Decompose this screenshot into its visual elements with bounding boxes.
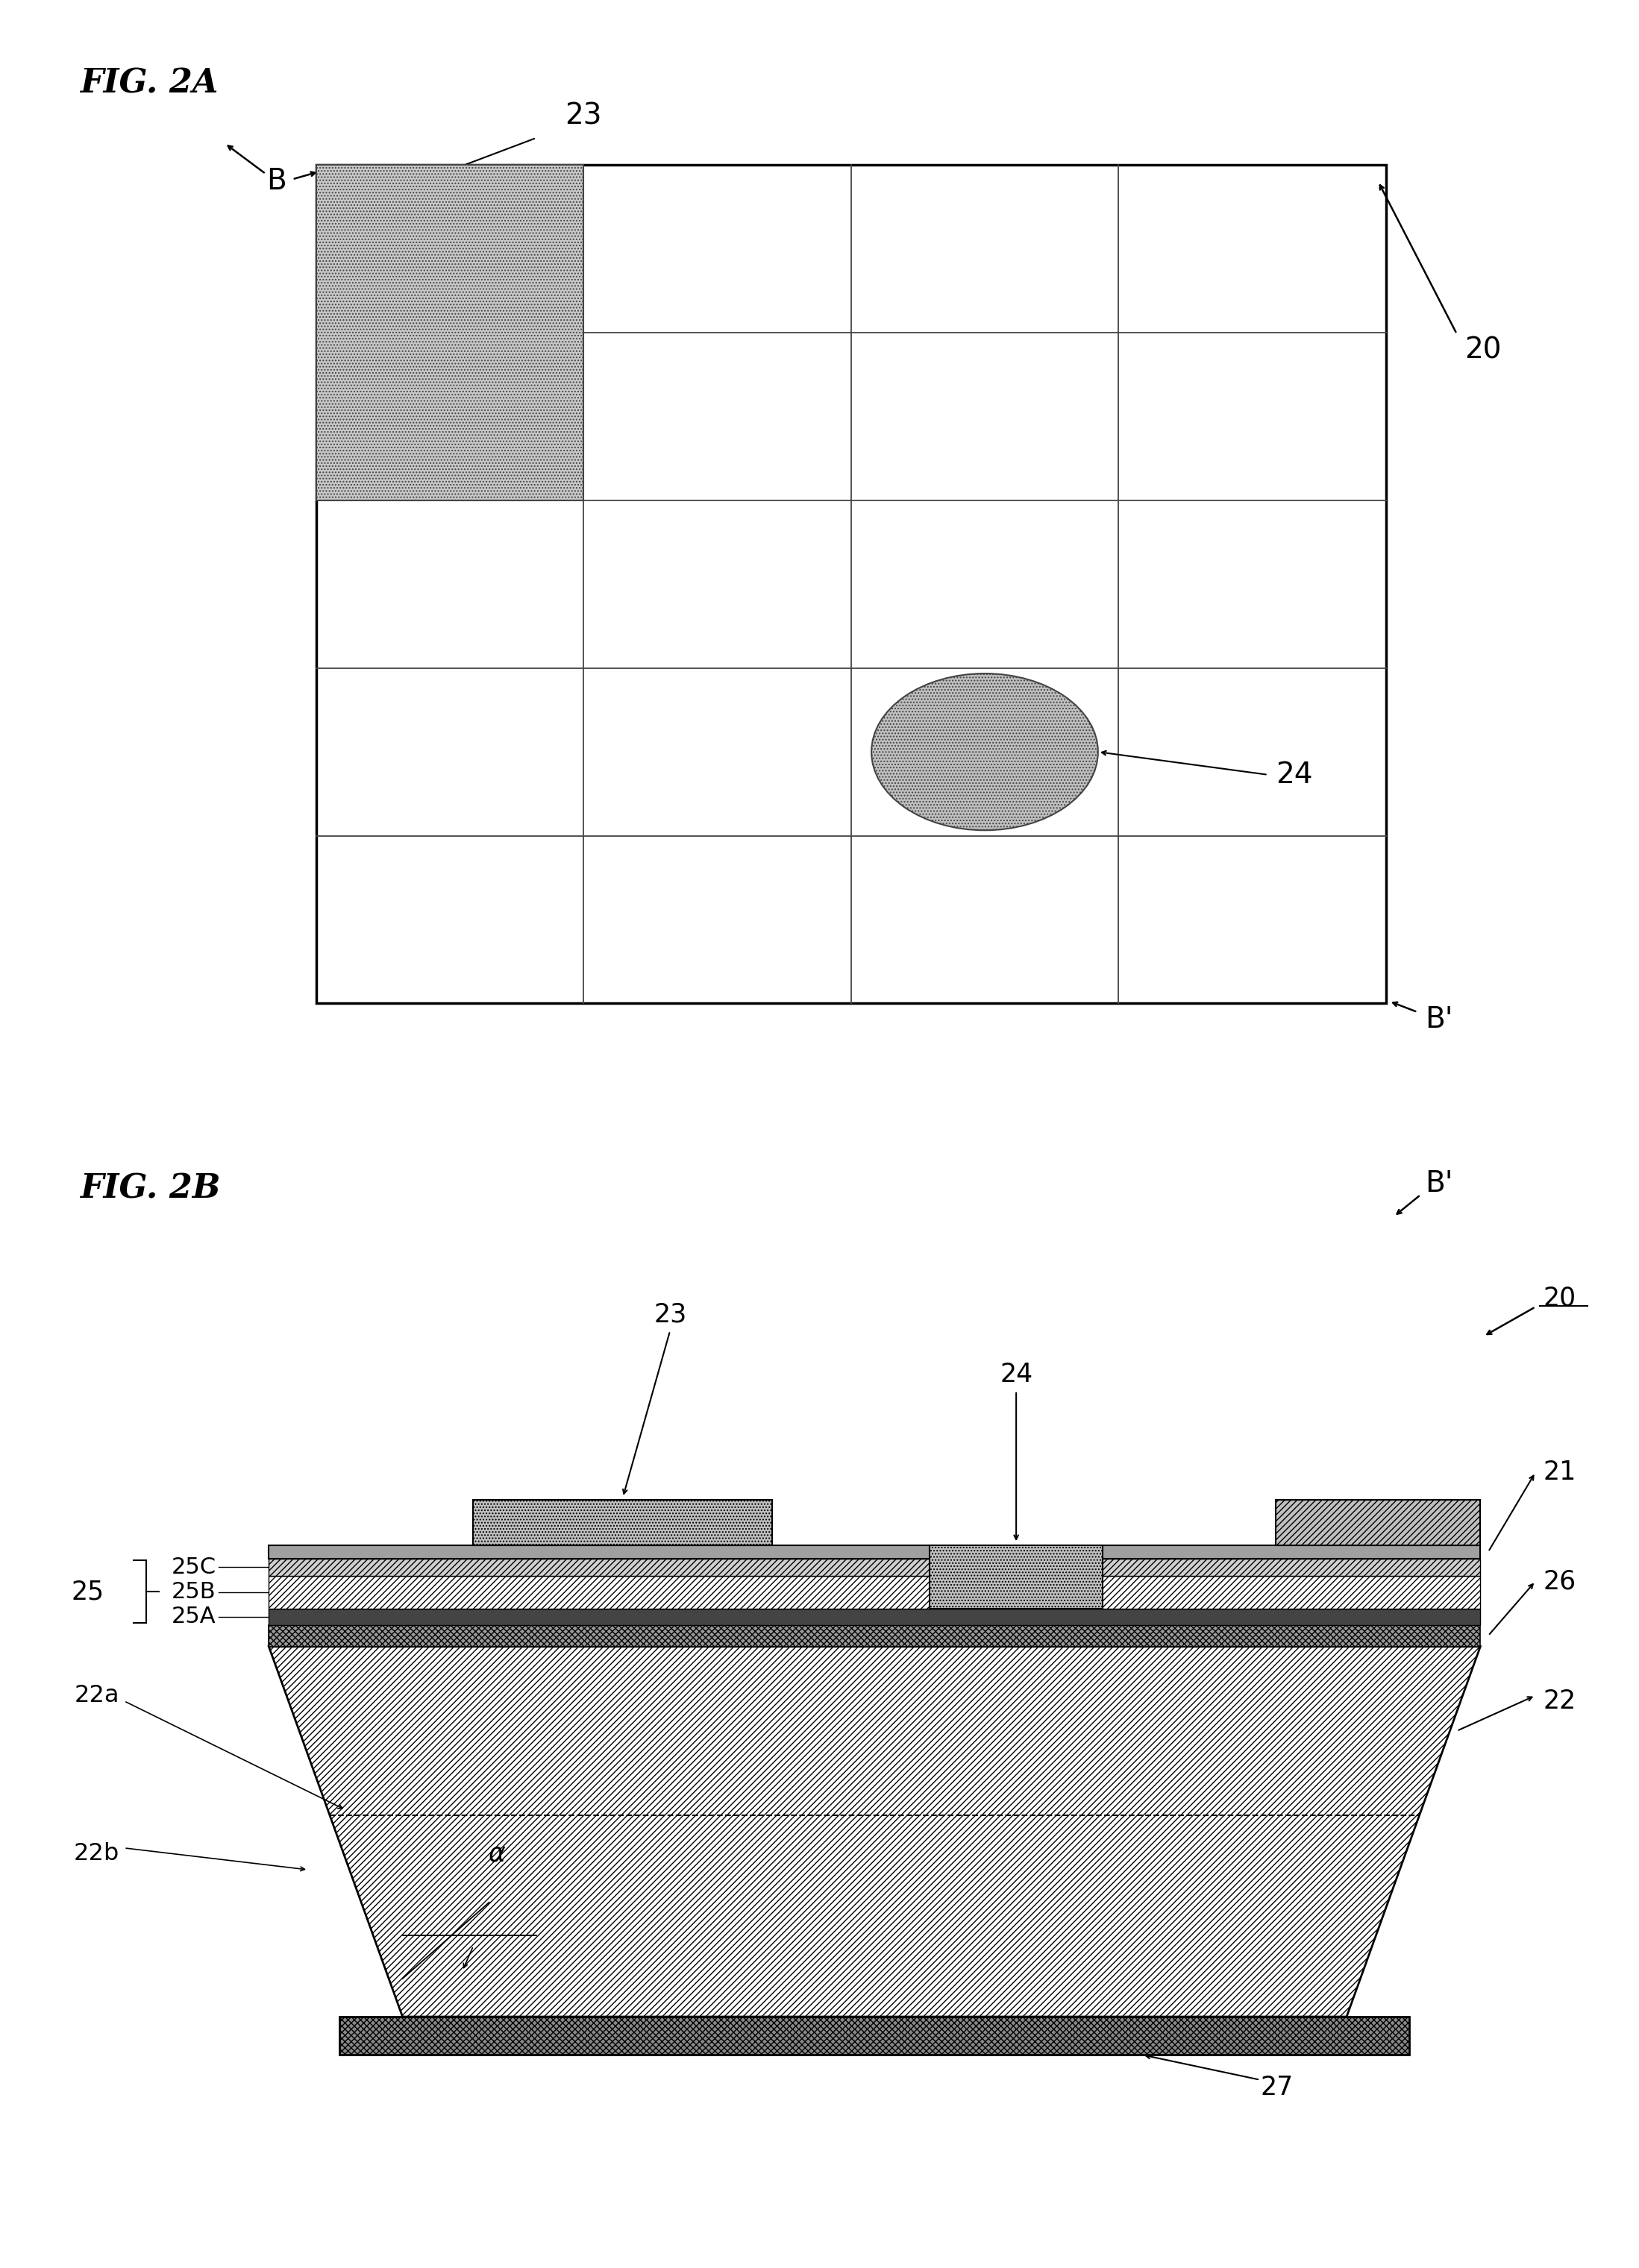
Text: 25B: 25B	[170, 1581, 216, 1603]
Text: B': B'	[1426, 1005, 1454, 1034]
Bar	[316, 166, 1387, 1002]
Text: FIG. 2B: FIG. 2B	[80, 1173, 221, 1204]
Polygon shape	[269, 1647, 1480, 2016]
Text: 25: 25	[72, 1579, 105, 1603]
Text: 25C: 25C	[170, 1556, 216, 1579]
Text: 20: 20	[1544, 1286, 1577, 1311]
Text: 22: 22	[1544, 1687, 1577, 1715]
Circle shape	[872, 674, 1098, 830]
Bar	[474, 1499, 772, 1545]
Text: α: α	[488, 1842, 505, 1867]
Text: 22b: 22b	[74, 1842, 120, 1864]
Text: 26: 26	[1544, 1569, 1577, 1594]
Text: 23: 23	[654, 1302, 687, 1327]
Bar	[269, 1608, 1480, 1624]
Text: 27: 27	[1260, 2075, 1293, 2100]
Text: B': B'	[1426, 1170, 1454, 1198]
Text: 23: 23	[565, 102, 602, 129]
Bar	[269, 1576, 1480, 1608]
Bar	[1275, 1499, 1480, 1545]
Bar	[339, 2016, 1410, 2055]
Text: 21: 21	[1544, 1461, 1577, 1486]
Text: 24: 24	[1275, 760, 1313, 789]
Bar	[929, 1545, 1103, 1608]
Text: B: B	[267, 168, 287, 195]
Text: 25A: 25A	[170, 1606, 216, 1628]
Text: 22a: 22a	[74, 1685, 120, 1708]
Text: 24: 24	[1000, 1361, 1033, 1388]
Bar	[269, 1545, 1480, 1558]
Bar	[316, 166, 583, 501]
Bar	[269, 1624, 1480, 1647]
Bar	[269, 1558, 1480, 1576]
Text: FIG. 2A: FIG. 2A	[80, 68, 218, 100]
Text: 20: 20	[1465, 336, 1501, 365]
